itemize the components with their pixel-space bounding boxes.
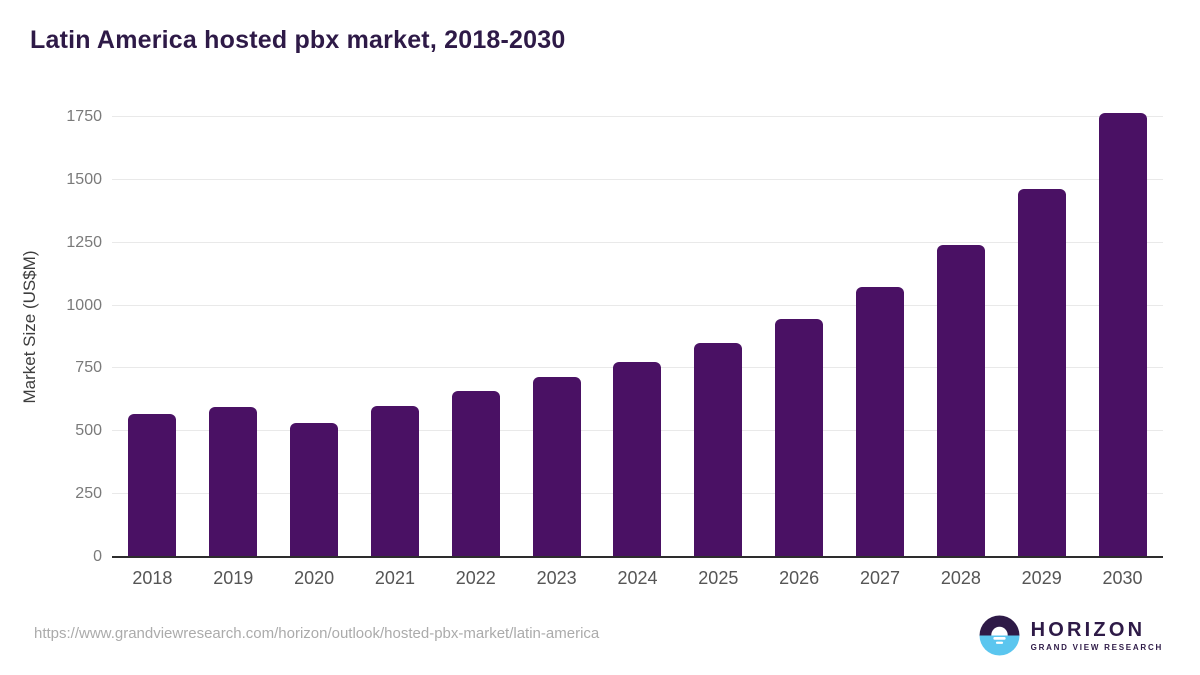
bar-slot	[274, 97, 355, 557]
bar-slot	[193, 97, 274, 557]
y-axis-ticks: 0 250 500 750 1000 1250 1500 1750	[0, 97, 102, 565]
x-axis-label: 2018	[132, 568, 173, 588]
y-tick-label: 250	[75, 485, 102, 503]
bar-2022[interactable]	[451, 391, 500, 557]
x-axis-label: 2027	[859, 568, 901, 588]
bar-slot	[1082, 97, 1163, 557]
horizon-logo[interactable]: HORIZON GRAND VIEW RESEARCH	[979, 615, 1163, 656]
plot-area	[112, 97, 1163, 558]
bar-slot	[597, 97, 678, 557]
logo-name: HORIZON	[1030, 619, 1146, 641]
x-axis-label: 2029	[1021, 568, 1062, 588]
bar-2018[interactable]	[128, 413, 177, 557]
bar-2030[interactable]	[1098, 113, 1147, 557]
bar-slot	[759, 97, 840, 557]
y-tick-label: 1500	[66, 170, 102, 188]
bar-2024[interactable]	[613, 362, 662, 557]
y-tick-label: 1250	[66, 233, 102, 251]
x-axis-label: 2024	[617, 568, 658, 588]
bar-slot	[355, 97, 436, 557]
bar-slot	[516, 97, 597, 557]
x-axis-line	[112, 556, 1163, 558]
bar-2029[interactable]	[1017, 188, 1066, 557]
bar-2023[interactable]	[532, 377, 581, 557]
y-tick-label: 0	[93, 548, 102, 565]
chart-title: Latin America hosted pbx market, 2018-20…	[30, 26, 566, 54]
x-axis-label: 2021	[374, 568, 415, 588]
x-axis-label: 2022	[455, 568, 496, 588]
y-tick-label: 1750	[66, 108, 102, 126]
x-axis-label: 2028	[940, 568, 981, 588]
bar-slot	[435, 97, 516, 557]
bar-2020[interactable]	[290, 422, 339, 557]
x-axis-label: 2020	[294, 568, 335, 588]
x-axis-label: 2025	[698, 568, 739, 588]
logo-text: HORIZON GRAND VIEW RESEARCH	[1031, 619, 1163, 652]
bar-slot	[112, 97, 193, 557]
bar-slot	[920, 97, 1001, 557]
bar-slot	[678, 97, 759, 557]
y-tick-label: 750	[75, 359, 102, 377]
gridline	[112, 304, 1163, 306]
gridline	[112, 116, 1163, 118]
bar-slot	[1001, 97, 1082, 557]
x-axis-label: 2030	[1102, 568, 1143, 588]
bar-2025[interactable]	[694, 343, 743, 557]
x-axis-label: 2019	[213, 568, 254, 588]
y-tick-label: 500	[75, 422, 102, 440]
bar-2021[interactable]	[370, 406, 419, 557]
bar-slot	[840, 97, 921, 557]
gridline	[112, 241, 1163, 243]
bar-2028[interactable]	[936, 245, 985, 557]
x-axis-label: 2026	[779, 568, 820, 588]
bar-2026[interactable]	[775, 319, 824, 557]
bars	[112, 97, 1163, 557]
logo-subtitle: GRAND VIEW RESEARCH	[1030, 643, 1163, 652]
x-axis-labels: 2018 2019 2020 2021 2022 2023 2024 2025 2026 2027…	[112, 568, 1163, 589]
y-tick-label: 1000	[66, 296, 102, 314]
source-url: https://www.grandviewresearch.com/horizo…	[34, 625, 600, 642]
bar-2019[interactable]	[209, 407, 258, 557]
bar-2027[interactable]	[856, 286, 905, 557]
gridline	[112, 178, 1163, 180]
horizon-logo-icon	[979, 615, 1020, 656]
x-axis-label: 2023	[536, 568, 577, 588]
